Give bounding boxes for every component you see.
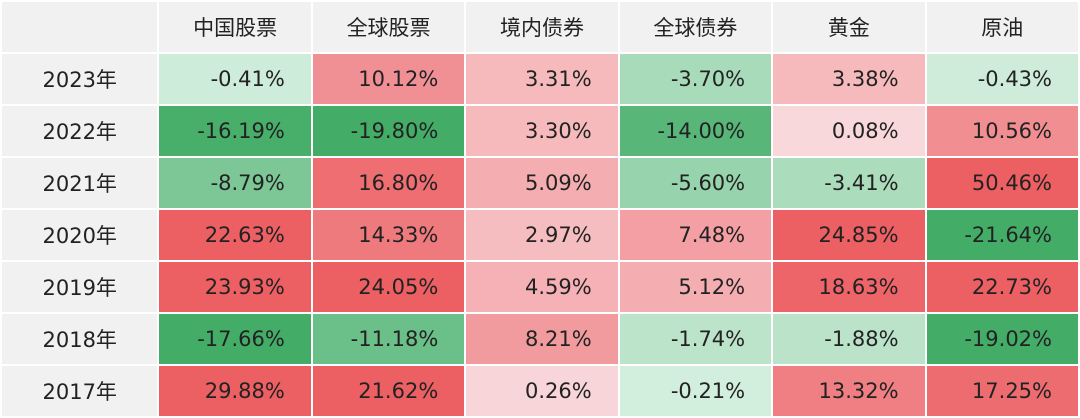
column-header: 全球股票 [310,0,467,54]
table-row: 2023年 -0.41% 10.12% 3.31% -3.70% 3.38% -0.43% [0,52,1080,106]
heatmap-cell: 22.63% [157,208,313,262]
heatmap-cell: 16.80% [310,156,467,210]
heatmap-cell: 22.73% [924,260,1080,314]
heatmap-cell: -17.66% [157,312,313,366]
column-header: 中国股票 [157,0,313,54]
heatmap-cell: 10.12% [310,52,467,106]
heatmap-cell: 8.21% [464,312,620,366]
column-header: 全球债券 [617,0,774,54]
heatmap-cell: 50.46% [924,156,1080,210]
heatmap-cell: 3.30% [464,104,620,158]
row-header: 2018年 [0,312,160,366]
heatmap-cell: -1.88% [771,312,927,366]
column-header: 境内债券 [464,0,620,54]
heatmap-cell: -0.21% [617,364,774,418]
row-header: 2023年 [0,52,160,106]
row-header: 2017年 [0,364,160,418]
heatmap-cell: -19.80% [310,104,467,158]
heatmap-cell: -1.74% [617,312,774,366]
header-row: 中国股票 全球股票 境内债券 全球债券 黄金 原油 [0,0,1080,54]
table-row: 2022年 -16.19% -19.80% 3.30% -14.00% 0.08% 10.5… [0,104,1080,158]
table-row: 2020年 22.63% 14.33% 2.97% 7.48% 24.85% -21.64% [0,208,1080,262]
heatmap-cell: -0.41% [157,52,313,106]
heatmap-cell: -0.43% [924,52,1080,106]
heatmap-cell: 23.93% [157,260,313,314]
heatmap-cell: 14.33% [310,208,467,262]
table-row: 2018年 -17.66% -11.18% 8.21% -1.74% -1.88% -19.… [0,312,1080,366]
heatmap-cell: 3.31% [464,52,620,106]
heatmap-cell: 4.59% [464,260,620,314]
heatmap-cell: 0.26% [464,364,620,418]
heatmap-cell: 24.85% [771,208,927,262]
heatmap-cell: -8.79% [157,156,313,210]
heatmap-cell: -11.18% [310,312,467,366]
heatmap-cell: 5.09% [464,156,620,210]
corner-cell [0,0,160,54]
heatmap-cell: -14.00% [617,104,774,158]
row-header: 2022年 [0,104,160,158]
row-header: 2019年 [0,260,160,314]
heatmap-cell: -21.64% [924,208,1080,262]
heatmap-cell: 5.12% [617,260,774,314]
row-header: 2020年 [0,208,160,262]
heatmap-cell: -5.60% [617,156,774,210]
heatmap-cell: 13.32% [771,364,927,418]
heatmap-cell: 10.56% [924,104,1080,158]
heatmap-cell: -16.19% [157,104,313,158]
heatmap-cell: 17.25% [924,364,1080,418]
heatmap-cell: 0.08% [771,104,927,158]
row-header: 2021年 [0,156,160,210]
heatmap-cell: -19.02% [924,312,1080,366]
heatmap-cell: 7.48% [617,208,774,262]
table-row: 2017年 29.88% 21.62% 0.26% -0.21% 13.32% 17.25% [0,364,1080,418]
table-row: 2019年 23.93% 24.05% 4.59% 5.12% 18.63% 22.73% [0,260,1080,314]
column-header: 黄金 [771,0,927,54]
heatmap-cell: -3.41% [771,156,927,210]
heatmap-cell: 21.62% [310,364,467,418]
heatmap-body: 2023年 -0.41% 10.12% 3.31% -3.70% 3.38% -0.43% 2… [0,52,1080,418]
table-row: 2021年 -8.79% 16.80% 5.09% -5.60% -3.41% 50.46% [0,156,1080,210]
column-header: 原油 [924,0,1080,54]
heatmap-cell: 18.63% [771,260,927,314]
heatmap-cell: -3.70% [617,52,774,106]
heatmap-cell: 3.38% [771,52,927,106]
heatmap-cell: 2.97% [464,208,620,262]
heatmap-cell: 24.05% [310,260,467,314]
heatmap-cell: 29.88% [157,364,313,418]
